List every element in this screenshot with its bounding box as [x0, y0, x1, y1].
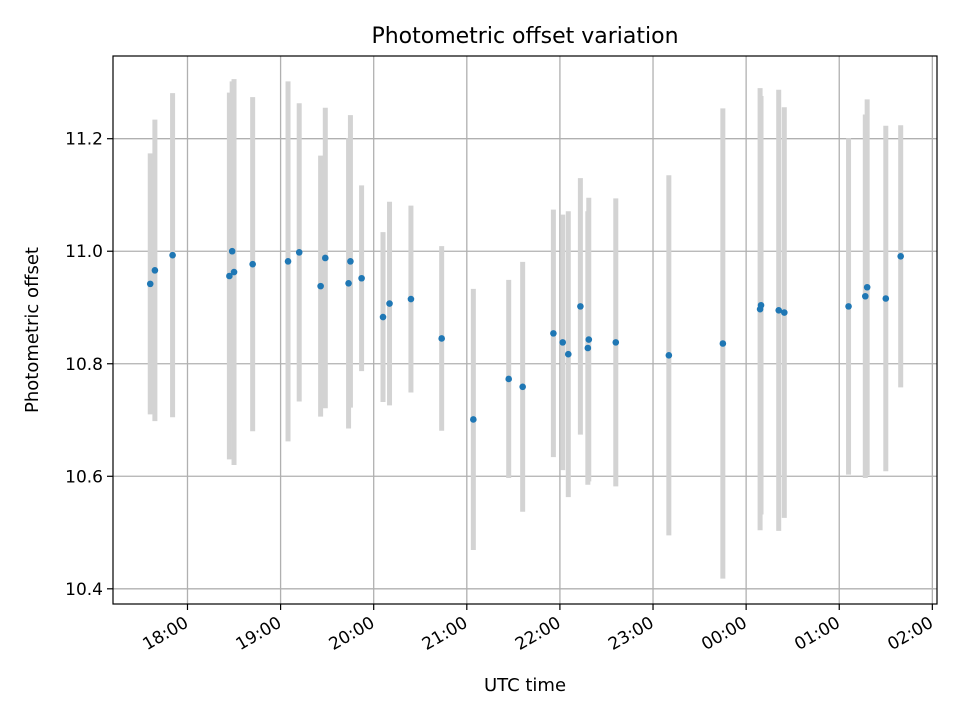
- x-axis-label: UTC time: [484, 675, 566, 696]
- data-point: [897, 252, 904, 260]
- y-tick-label: 10.8: [65, 355, 103, 375]
- data-point: [564, 350, 572, 358]
- data-point: [577, 303, 584, 310]
- data-point: [379, 313, 387, 321]
- data-point: [845, 303, 852, 310]
- data-point: [585, 336, 593, 343]
- data-point: [584, 344, 592, 352]
- data-point: [775, 307, 783, 314]
- data-point: [169, 251, 176, 259]
- y-tick-label: 11.0: [65, 242, 103, 262]
- data-point: [249, 260, 256, 268]
- data-point: [228, 247, 236, 255]
- data-point: [470, 416, 477, 423]
- data-point: [665, 352, 673, 359]
- plot-frame: [112, 55, 938, 605]
- data-point: [862, 292, 869, 300]
- data-points: [146, 247, 904, 423]
- data-point: [519, 383, 526, 391]
- data-point: [321, 254, 329, 262]
- data-point: [438, 335, 445, 342]
- data-point: [284, 258, 292, 265]
- data-point: [863, 283, 871, 291]
- data-point: [226, 272, 233, 280]
- data-point: [559, 339, 567, 346]
- y-tick-label: 10.6: [65, 467, 103, 487]
- data-point: [407, 295, 415, 303]
- data-point: [146, 280, 154, 288]
- data-point: [505, 375, 513, 383]
- data-point: [550, 330, 557, 337]
- data-point: [781, 309, 788, 316]
- y-axis-ticks: 10.4 10.6 10.8 11.0 11.2: [65, 130, 113, 600]
- y-axis-label: Photometric offset: [22, 247, 43, 413]
- data-point: [358, 274, 365, 282]
- data-point: [757, 301, 765, 309]
- data-point: [347, 258, 354, 265]
- data-point: [612, 339, 620, 346]
- data-point: [151, 267, 159, 274]
- data-point: [230, 268, 238, 276]
- data-point: [386, 300, 393, 307]
- y-tick-label: 11.2: [65, 130, 103, 150]
- y-tick-label: 10.4: [65, 580, 103, 600]
- chart-title: Photometric offset variation: [371, 24, 678, 49]
- data-point: [317, 282, 324, 290]
- data-point: [295, 249, 303, 256]
- data-point: [882, 295, 890, 302]
- data-point: [345, 280, 352, 287]
- data-point: [719, 340, 727, 347]
